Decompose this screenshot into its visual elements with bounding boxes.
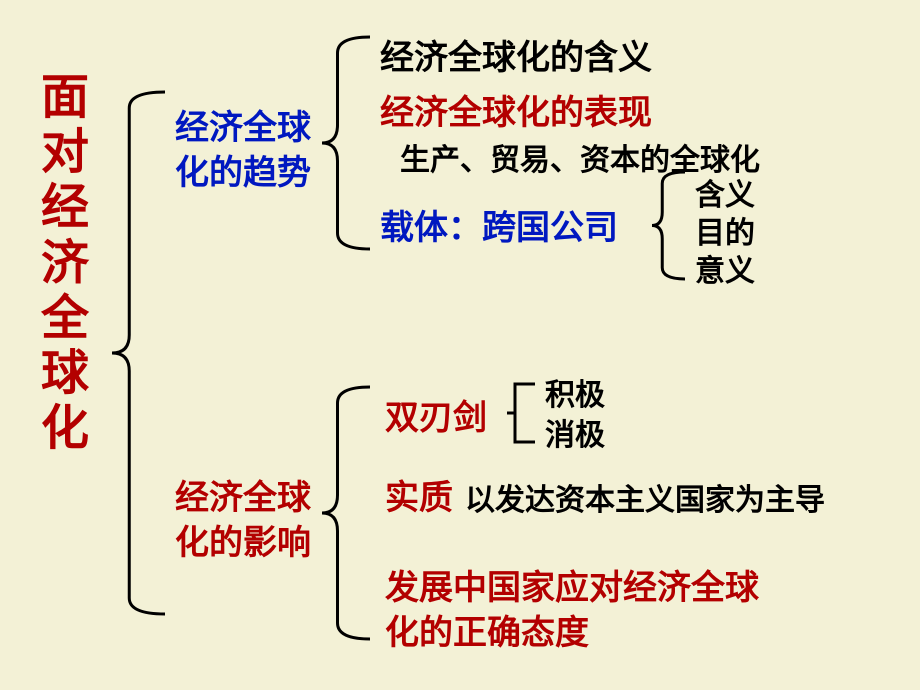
s2-item1-sub1: 积极 xyxy=(545,370,605,414)
main-title-char: 济 xyxy=(40,236,90,291)
s2-item3-line1: 发展中国家应对经济全球 xyxy=(385,560,759,609)
main-title-char: 对 xyxy=(40,125,90,180)
main-title-char: 球 xyxy=(40,346,90,401)
brace-s1-item3 xyxy=(650,170,690,285)
main-title-char: 化 xyxy=(40,401,90,456)
brace-section1 xyxy=(320,35,375,255)
bracket-s2-item1 xyxy=(505,380,540,450)
main-title-vertical: 面对经济全球化 xyxy=(40,70,90,456)
main-title-char: 全 xyxy=(40,291,90,346)
section1-label-line1: 经济全球 xyxy=(175,100,311,149)
s1-item2: 经济全球化的表现 xyxy=(380,85,652,134)
s2-item2a: 实质 xyxy=(385,470,453,519)
main-title-char: 面 xyxy=(40,70,90,125)
section2-label-line2: 化的影响 xyxy=(175,515,311,564)
s2-item1: 双刃剑 xyxy=(385,390,487,439)
s1-item3: 载体：跨国公司 xyxy=(380,200,618,249)
brace-section2 xyxy=(320,385,375,645)
s1-item1: 经济全球化的含义 xyxy=(380,30,652,79)
s2-item2b: 以发达资本主义国家为主导 xyxy=(465,475,825,519)
brace-main xyxy=(110,90,170,620)
s1-item3-sub3: 意义 xyxy=(695,246,755,290)
s2-item3-line2: 化的正确态度 xyxy=(385,605,589,654)
s2-item1-sub2: 消极 xyxy=(545,410,605,454)
section1-label-line2: 化的趋势 xyxy=(175,145,311,194)
section2-label-line1: 经济全球 xyxy=(175,470,311,519)
main-title-char: 经 xyxy=(40,180,90,235)
